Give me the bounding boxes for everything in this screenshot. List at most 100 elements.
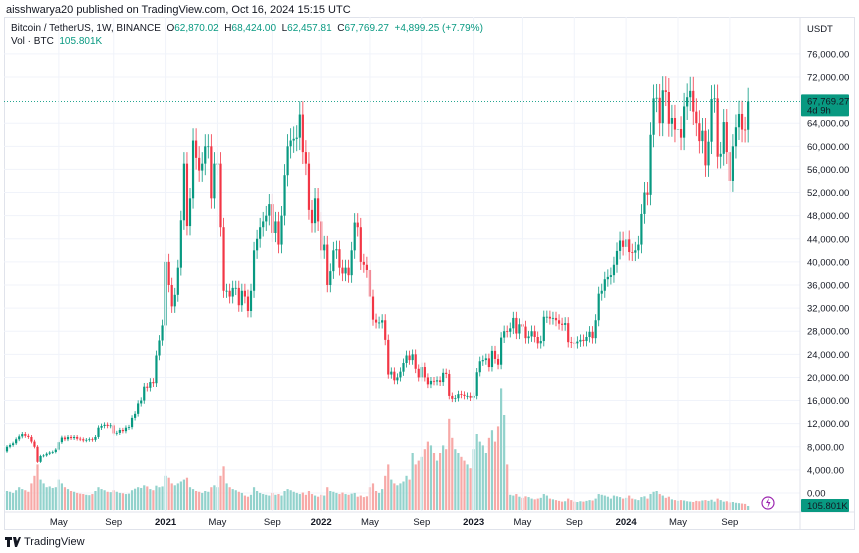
- candle-body: [51, 451, 54, 453]
- volume-bar: [341, 492, 344, 510]
- candle-body: [542, 316, 545, 342]
- candle-body: [740, 113, 744, 130]
- volume-bar: [54, 487, 57, 510]
- candle-body: [722, 122, 725, 154]
- volume-bar: [747, 505, 750, 510]
- volume-bar: [15, 490, 18, 510]
- volume-bar: [155, 485, 158, 510]
- candle-body: [640, 213, 643, 245]
- time-tick-label: 2022: [311, 517, 332, 528]
- candle-body: [579, 339, 582, 342]
- candle-body: [5, 446, 9, 452]
- volume-bar: [118, 492, 121, 510]
- candle-body: [152, 382, 155, 384]
- candle-body: [567, 323, 570, 343]
- candle-body: [88, 439, 91, 441]
- volume-bar: [487, 437, 490, 510]
- volume-bar: [518, 496, 521, 510]
- volume-bar: [307, 491, 311, 510]
- volume-bar: [323, 495, 326, 510]
- volume-bar: [27, 491, 30, 510]
- candle-body: [252, 250, 256, 291]
- candle-body: [100, 425, 103, 428]
- candle-body: [637, 244, 640, 251]
- candle-body: [683, 106, 686, 138]
- volume-bar: [106, 491, 109, 510]
- candle-body: [347, 267, 350, 276]
- price-chart[interactable]: 76,000.00 72,000.00 64,000.00 60,000.00 56,0…: [4, 17, 855, 530]
- volume-bar: [249, 494, 253, 510]
- volume-bar: [359, 495, 362, 510]
- candle-body: [317, 198, 320, 222]
- candle-body: [237, 287, 240, 306]
- candle-body: [365, 264, 368, 270]
- candle-body: [12, 443, 15, 446]
- time-tick-label: 2023: [463, 517, 484, 528]
- volume-bar: [704, 500, 707, 510]
- candle-body: [448, 373, 451, 396]
- volume-bar: [597, 494, 600, 510]
- candle-body: [149, 382, 152, 388]
- symbol-title[interactable]: Bitcoin / TetherUS, 1W, BINANCE: [11, 23, 161, 34]
- volume-bar: [24, 490, 27, 510]
- candle-body: [396, 377, 399, 381]
- price-tick-label: 16,000.00: [807, 396, 849, 407]
- volume-bar: [338, 494, 341, 510]
- volume-bar: [51, 487, 54, 510]
- candle-body: [42, 455, 45, 457]
- candle-body: [405, 355, 408, 363]
- candle-body: [487, 358, 490, 368]
- candle-body: [94, 436, 97, 440]
- volume-bar: [222, 466, 225, 510]
- candle-body: [515, 317, 518, 334]
- volume-bar: [60, 483, 63, 510]
- chart-frame: [4, 17, 855, 530]
- candle-body: [210, 146, 213, 199]
- volume-bar: [695, 500, 698, 510]
- candle-body: [256, 238, 259, 251]
- volume-bar: [39, 479, 42, 510]
- candle-body: [228, 290, 231, 297]
- price-tick-label: 28,000.00: [807, 327, 849, 338]
- volume-bar: [515, 494, 518, 510]
- candle-body: [130, 417, 134, 428]
- volume-bar: [716, 498, 719, 510]
- candle-body: [97, 427, 100, 437]
- volume-bar: [63, 487, 67, 510]
- candle-body: [82, 439, 85, 441]
- volume-bar: [414, 464, 417, 510]
- volume-bar: [509, 494, 512, 510]
- candle-body: [411, 354, 414, 361]
- price-tick-label: 36,000.00: [807, 280, 849, 291]
- volume-bar: [744, 503, 747, 510]
- volume-bar: [634, 499, 637, 510]
- volume-bar: [698, 501, 701, 510]
- candle-body: [655, 97, 658, 99]
- volume-bar: [542, 494, 545, 510]
- candle-body: [33, 441, 36, 447]
- volume-bar: [734, 502, 738, 510]
- price-tick-label: 48,000.00: [807, 211, 849, 222]
- volume-bar: [670, 499, 673, 510]
- volume-bar: [167, 477, 170, 510]
- candle-body: [277, 221, 280, 245]
- volume-bar: [402, 481, 405, 510]
- candle-body: [484, 358, 487, 361]
- candle-body: [536, 336, 539, 344]
- candle-body: [262, 221, 265, 228]
- candle-body: [378, 322, 381, 324]
- volume-bar: [228, 487, 231, 510]
- volume-bar: [73, 491, 76, 510]
- volume-bar: [533, 499, 536, 510]
- volume-value: 105.801K: [59, 36, 103, 47]
- candle-body: [747, 101, 750, 130]
- candle-body: [310, 209, 314, 224]
- candle-body: [323, 244, 326, 251]
- volume-bar: [182, 479, 185, 510]
- volume-row: Vol · BTC 105.801K: [11, 35, 483, 48]
- candle-body: [493, 350, 497, 359]
- candle-body: [225, 290, 228, 292]
- volume-bar: [679, 500, 683, 510]
- volume-bar: [103, 490, 106, 510]
- candle-body: [356, 222, 359, 228]
